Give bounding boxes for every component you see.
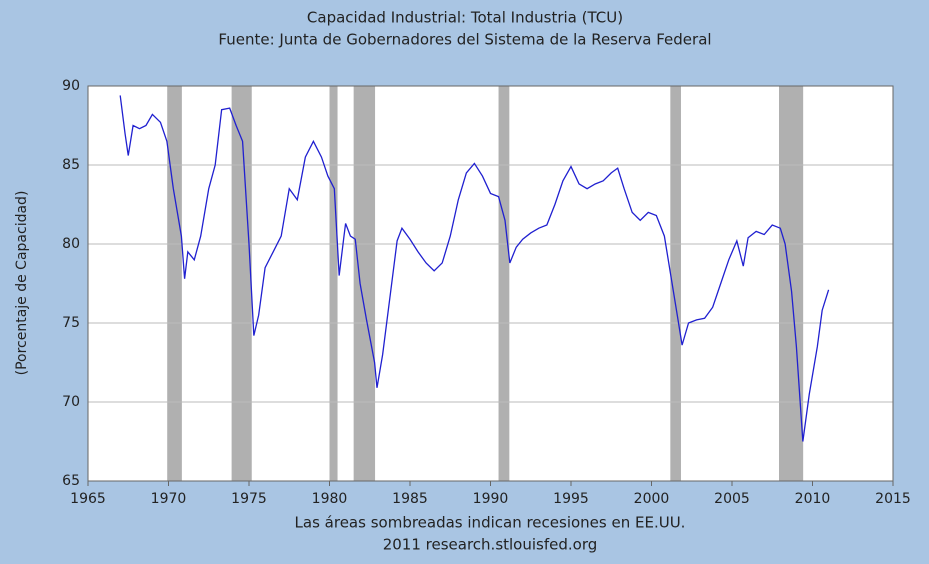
data-line [119, 95, 830, 442]
y-tick-label: 65 [62, 473, 80, 489]
plot-area [87, 85, 894, 482]
chart-subtitle: Fuente: Junta de Gobernadores del Sistem… [218, 31, 711, 49]
plot-border [87, 85, 894, 482]
x-tick-label: 1990 [473, 491, 509, 507]
source: 2011 research.stlouisfed.org [383, 536, 598, 554]
note: Las áreas sombreadas indican recesiones … [295, 514, 686, 532]
y-tick-label: 80 [62, 236, 80, 252]
y-axis-label: (Porcentaje de Capacidad) [14, 191, 30, 376]
x-tick-label: 1995 [553, 491, 589, 507]
x-tick-label: 2000 [634, 491, 670, 507]
x-tick-label: 2015 [875, 491, 911, 507]
recession-band [670, 86, 681, 481]
x-tick-label: 1985 [392, 491, 428, 507]
y-tick-label: 70 [62, 394, 80, 410]
x-tick-label: 1965 [70, 491, 106, 507]
x-tick-label: 2005 [714, 491, 750, 507]
x-tick-label: 1975 [231, 491, 267, 507]
chart-title: Capacidad Industrial: Total Industria (T… [307, 9, 623, 27]
y-tick-label: 85 [62, 157, 80, 173]
y-tick-label: 75 [62, 315, 80, 331]
x-tick-label: 1980 [312, 491, 348, 507]
recession-band [231, 86, 252, 481]
y-tick-label: 90 [62, 78, 80, 94]
recession-band [353, 86, 376, 481]
x-tick-label: 1970 [151, 491, 187, 507]
recession-band [329, 86, 338, 481]
x-tick-label: 2010 [795, 491, 831, 507]
recession-band [167, 86, 182, 481]
recession-band [498, 86, 510, 481]
